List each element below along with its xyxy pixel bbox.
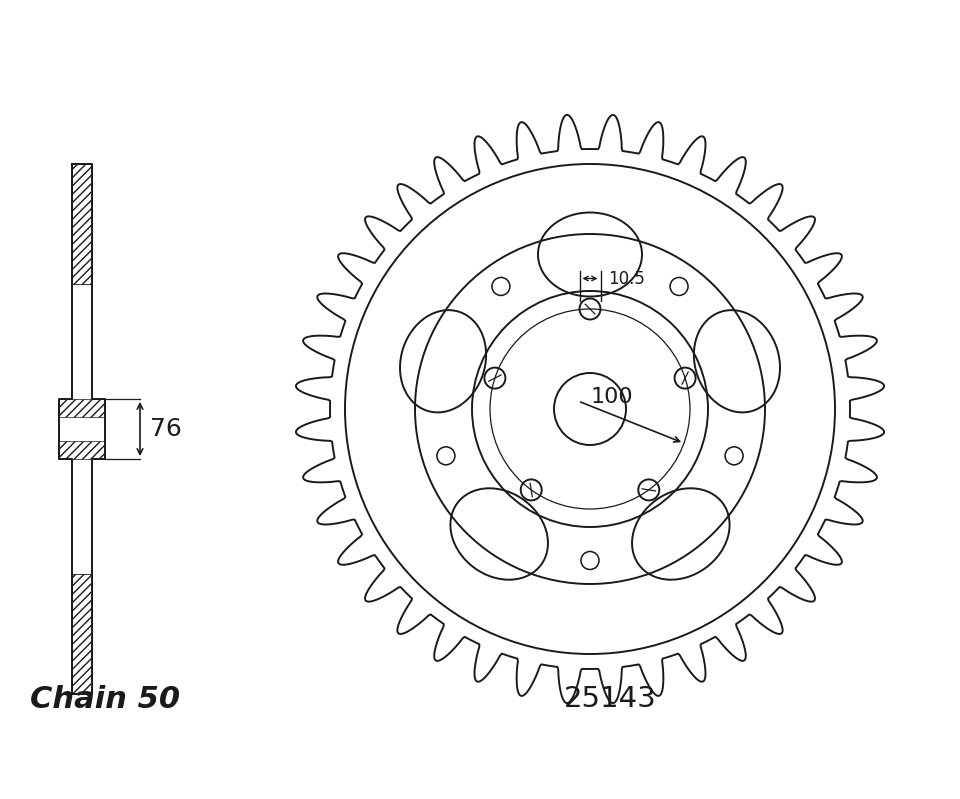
Text: 76: 76 xyxy=(150,417,181,441)
Bar xyxy=(59,399,105,417)
Bar xyxy=(59,441,105,459)
Bar xyxy=(72,574,92,694)
Text: Chain 50: Chain 50 xyxy=(30,685,180,714)
Text: 10.5: 10.5 xyxy=(609,269,645,288)
Bar xyxy=(72,164,92,284)
Text: 25143: 25143 xyxy=(564,685,657,713)
Text: 100: 100 xyxy=(590,387,634,407)
